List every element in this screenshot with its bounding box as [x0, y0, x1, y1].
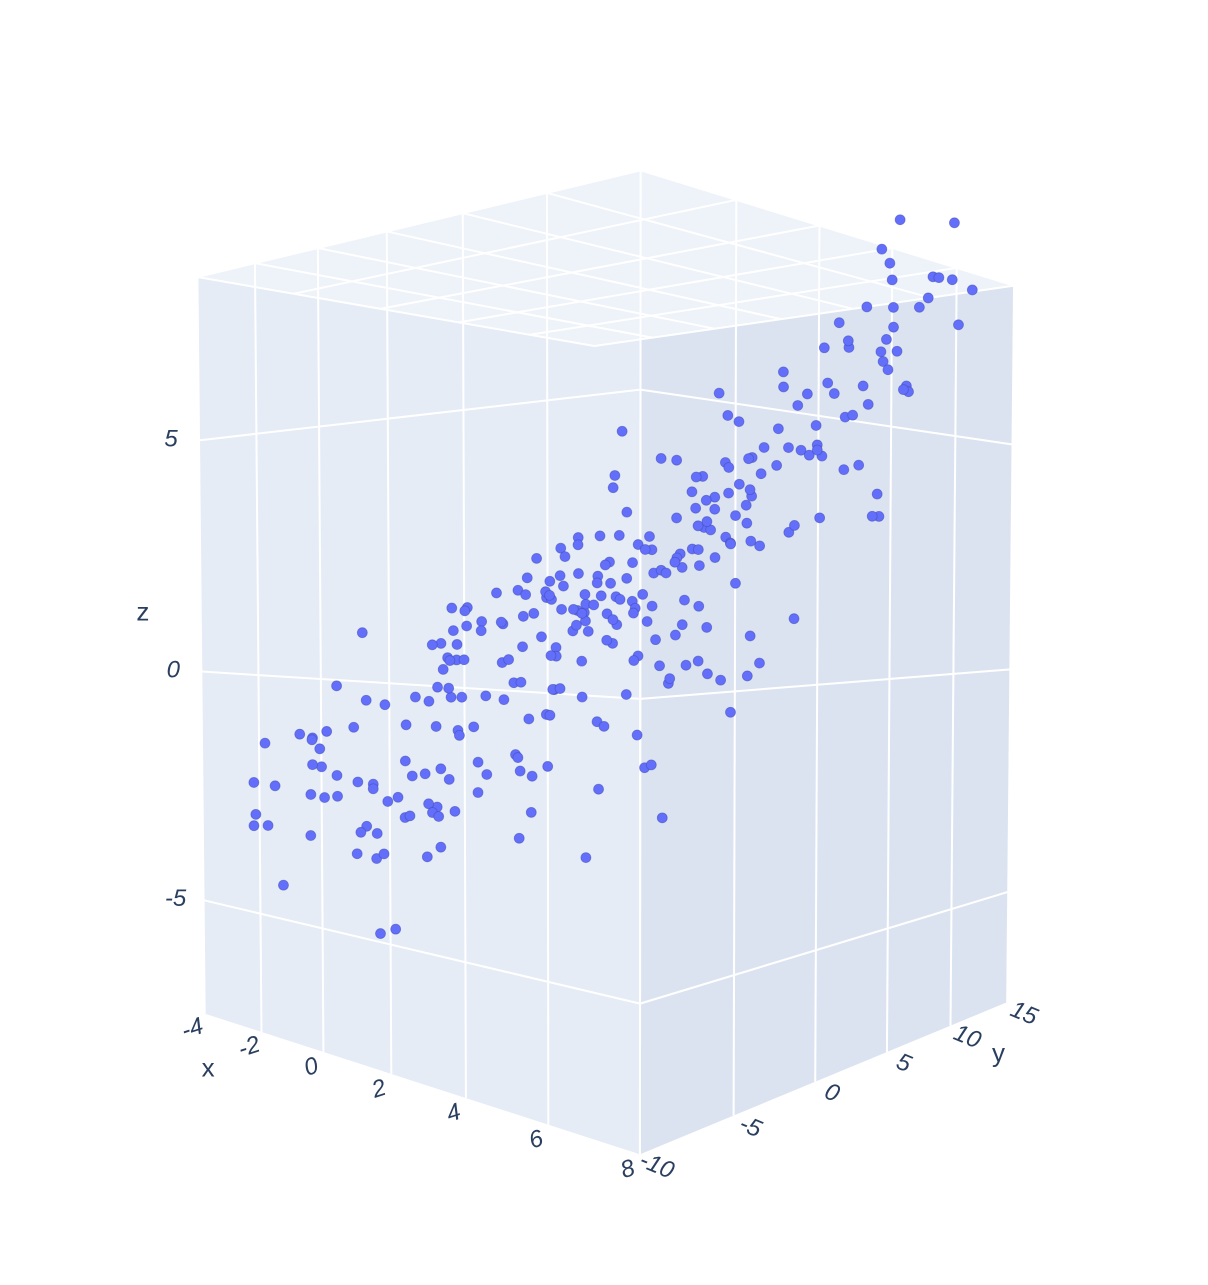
svg-text:z: z [136, 596, 149, 626]
svg-text:0: 0 [167, 657, 181, 684]
svg-text:5: 5 [164, 425, 178, 452]
svg-text:x: x [202, 1052, 215, 1082]
svg-text:y: y [992, 1038, 1005, 1068]
svg-text:-5: -5 [165, 885, 187, 912]
